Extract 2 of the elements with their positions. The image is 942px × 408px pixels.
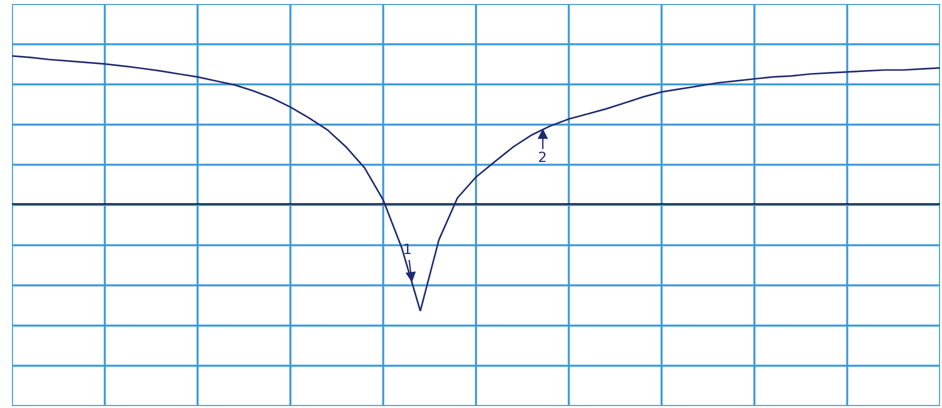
annotation: 2 [538, 150, 547, 166]
annotation: 1 [403, 242, 412, 258]
